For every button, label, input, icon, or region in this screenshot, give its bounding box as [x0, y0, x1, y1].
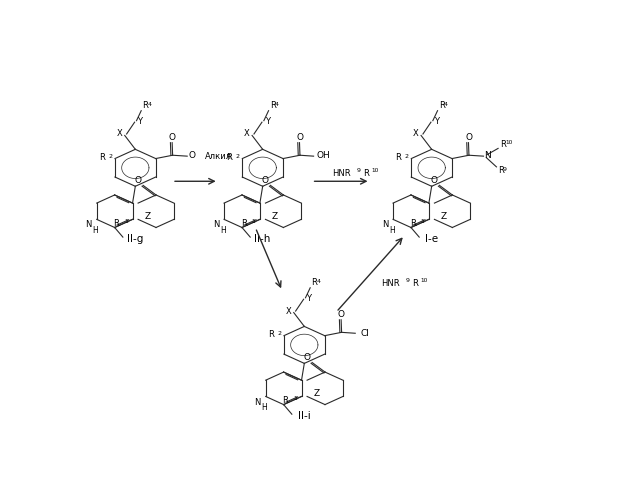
Text: R: R — [268, 330, 274, 339]
Text: HNR: HNR — [380, 279, 399, 288]
Text: Z: Z — [313, 388, 320, 398]
Text: 1: 1 — [125, 219, 128, 224]
Text: H: H — [93, 226, 99, 235]
Text: 2: 2 — [236, 154, 240, 158]
Text: Z: Z — [272, 212, 278, 220]
Text: 10: 10 — [372, 168, 379, 173]
Text: N: N — [382, 220, 388, 230]
Text: X: X — [413, 130, 419, 138]
Text: I-e: I-e — [425, 234, 438, 244]
Text: OH: OH — [317, 150, 331, 160]
Text: II-h: II-h — [255, 234, 271, 244]
Text: X: X — [286, 306, 291, 316]
Text: R: R — [396, 153, 401, 162]
Text: R: R — [226, 153, 233, 162]
Text: R: R — [500, 140, 506, 149]
Text: 1: 1 — [252, 219, 256, 224]
Text: X: X — [244, 130, 250, 138]
Text: 9: 9 — [406, 278, 410, 283]
Text: O: O — [135, 176, 142, 184]
Text: R: R — [412, 279, 418, 288]
Text: N: N — [212, 220, 219, 230]
Text: R: R — [270, 101, 276, 110]
Text: II-g: II-g — [127, 234, 143, 244]
Text: O: O — [465, 133, 472, 142]
Text: 10: 10 — [420, 278, 428, 283]
Text: Cl: Cl — [361, 329, 370, 338]
Text: Z: Z — [145, 212, 150, 220]
Text: N: N — [85, 220, 92, 230]
Text: 4: 4 — [444, 102, 448, 106]
Text: 4: 4 — [275, 102, 279, 106]
Text: R: R — [410, 219, 416, 228]
Text: R: R — [312, 278, 317, 287]
Text: Z: Z — [441, 212, 447, 220]
Text: Y: Y — [307, 294, 312, 304]
Text: O: O — [189, 150, 196, 160]
Text: R: R — [499, 166, 504, 175]
Text: Y: Y — [137, 118, 142, 126]
Text: Алкил: Алкил — [205, 152, 232, 160]
Text: 1: 1 — [421, 219, 425, 224]
Text: O: O — [169, 133, 176, 142]
Text: N: N — [254, 398, 260, 406]
Text: R: R — [99, 153, 105, 162]
Text: 4: 4 — [317, 278, 321, 283]
Text: HNR: HNR — [332, 169, 350, 178]
Text: R: R — [142, 101, 149, 110]
Text: 2: 2 — [108, 154, 112, 158]
Text: R: R — [113, 219, 119, 228]
Text: R: R — [241, 219, 246, 228]
Text: Y: Y — [434, 118, 439, 126]
Text: R: R — [363, 169, 369, 178]
Text: H: H — [220, 226, 226, 235]
Text: O: O — [296, 133, 303, 142]
Text: N: N — [484, 150, 491, 160]
Text: 2: 2 — [277, 331, 281, 336]
Text: O: O — [303, 353, 310, 362]
Text: 10: 10 — [506, 140, 513, 145]
Text: O: O — [338, 310, 345, 319]
Text: O: O — [262, 176, 269, 184]
Text: 2: 2 — [404, 154, 409, 158]
Text: 9: 9 — [356, 168, 361, 173]
Text: II-i: II-i — [298, 411, 311, 421]
Text: 9: 9 — [503, 167, 507, 172]
Text: H: H — [262, 404, 267, 412]
Text: O: O — [431, 176, 438, 184]
Text: R: R — [283, 396, 288, 405]
Text: X: X — [117, 130, 123, 138]
Text: 1: 1 — [293, 396, 297, 401]
Text: H: H — [389, 226, 395, 235]
Text: Y: Y — [265, 118, 270, 126]
Text: 4: 4 — [148, 102, 152, 106]
Text: R: R — [439, 101, 444, 110]
